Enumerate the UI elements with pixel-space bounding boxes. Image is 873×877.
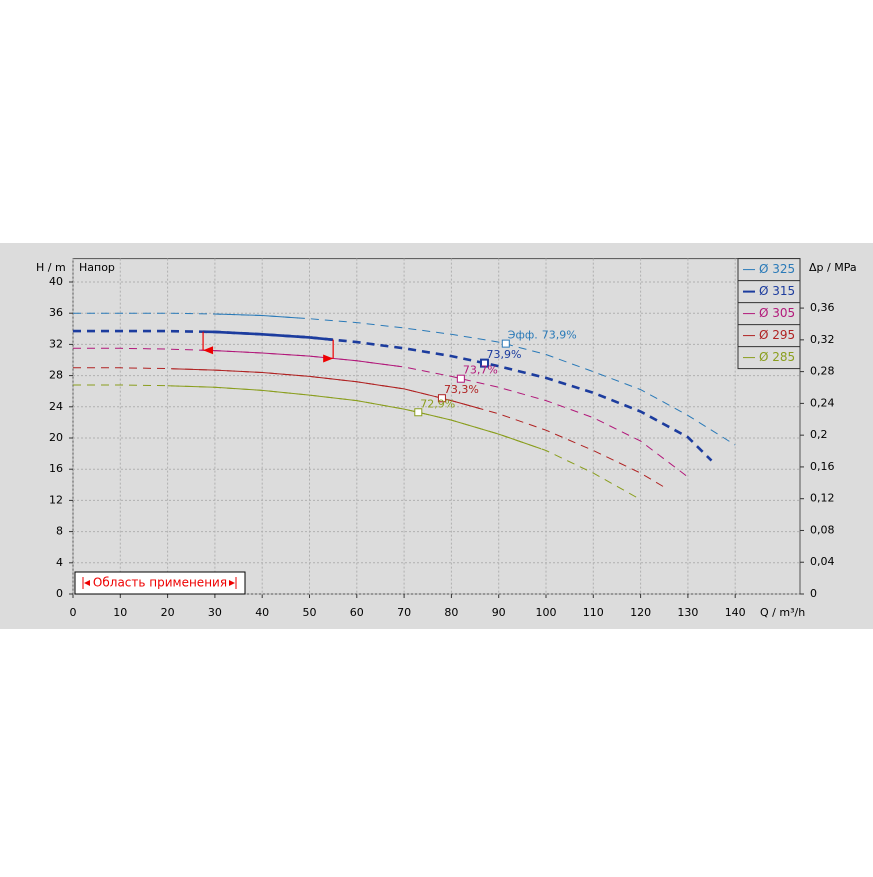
y2-tick-label: 0,08 <box>810 523 835 536</box>
y-tick-label: 4 <box>56 556 63 569</box>
bep-label: 73,3% <box>444 383 479 396</box>
series-line-dashed <box>73 347 689 478</box>
x-tick-label: 140 <box>725 606 746 619</box>
x-tick-label: 120 <box>630 606 651 619</box>
y2-tick-label: 0,32 <box>810 333 835 346</box>
bep-marker <box>480 358 490 368</box>
x-tick-label: 50 <box>302 606 316 619</box>
efficiency-label: Эфф. <box>508 329 538 342</box>
x-tick-label: 130 <box>677 606 698 619</box>
y2-tick-label: 0,24 <box>810 396 835 409</box>
chart-title: Напор <box>79 261 115 274</box>
range-arrow <box>323 354 334 363</box>
range-box: Область применения <box>74 571 246 595</box>
range-glyph <box>229 580 235 586</box>
range-arrow <box>203 346 214 355</box>
y-tick-label: 36 <box>49 306 63 319</box>
y-tick-label: 24 <box>49 400 63 413</box>
x-tick-label: 20 <box>161 606 175 619</box>
y-axis-label: H / m <box>36 261 66 274</box>
legend-label: Ø 285 <box>759 350 795 364</box>
legend-label: Ø 315 <box>759 284 795 298</box>
y-tick-label: 0 <box>56 587 63 600</box>
y2-axis-label: Δp / MPa <box>809 261 857 274</box>
bep-marker <box>414 408 423 417</box>
y2-tick-label: 0,28 <box>810 365 835 378</box>
y-tick-label: 12 <box>49 493 63 506</box>
y-tick-label: 16 <box>49 462 63 475</box>
x-tick-label: 30 <box>208 606 222 619</box>
bep-marker <box>501 339 510 348</box>
y2-tick-label: 0,2 <box>810 428 828 441</box>
series-line-dashed <box>73 312 736 446</box>
x-tick-label: 70 <box>397 606 411 619</box>
series-line-solid <box>172 368 480 410</box>
range-box-frame <box>74 571 246 595</box>
x-tick-label: 40 <box>255 606 269 619</box>
plot-area <box>72 258 801 595</box>
x-tick-label: 80 <box>444 606 458 619</box>
x-tick-label: 110 <box>583 606 604 619</box>
legend-label: Ø 305 <box>759 306 795 320</box>
y2-tick-label: 0,36 <box>810 301 835 314</box>
x-tick-label: 100 <box>535 606 556 619</box>
bep-label: 73,9% <box>542 329 577 342</box>
y-tick-label: 20 <box>49 431 63 444</box>
bep-label: 73,7% <box>463 364 498 377</box>
x-tick-label: 0 <box>70 606 77 619</box>
y-tick-label: 32 <box>49 337 63 350</box>
series-line-dashed <box>73 329 713 462</box>
bep-label: 73,9% <box>487 348 522 361</box>
x-tick-label: 10 <box>113 606 127 619</box>
y2-tick-label: 0,12 <box>810 492 835 505</box>
bep-label: 72,9% <box>420 397 455 410</box>
series-line-solid <box>167 385 542 450</box>
bep-marker <box>456 374 465 383</box>
y2-tick-label: 0,04 <box>810 555 835 568</box>
x-tick-label: 60 <box>350 606 364 619</box>
x-tick-label: 90 <box>492 606 506 619</box>
y2-tick-label: 0,16 <box>810 460 835 473</box>
legend-label: Ø 325 <box>759 262 795 276</box>
bep-marker <box>437 394 446 403</box>
y2-tick-label: 0 <box>810 587 817 600</box>
x-axis-label: Q / m³/h <box>760 606 805 619</box>
legend-label: Ø 295 <box>759 328 795 342</box>
y-tick-label: 40 <box>49 275 63 288</box>
y-tick-label: 8 <box>56 525 63 538</box>
y-tick-label: 28 <box>49 369 63 382</box>
range-label: Область применения <box>93 576 227 590</box>
range-glyph <box>84 580 90 586</box>
